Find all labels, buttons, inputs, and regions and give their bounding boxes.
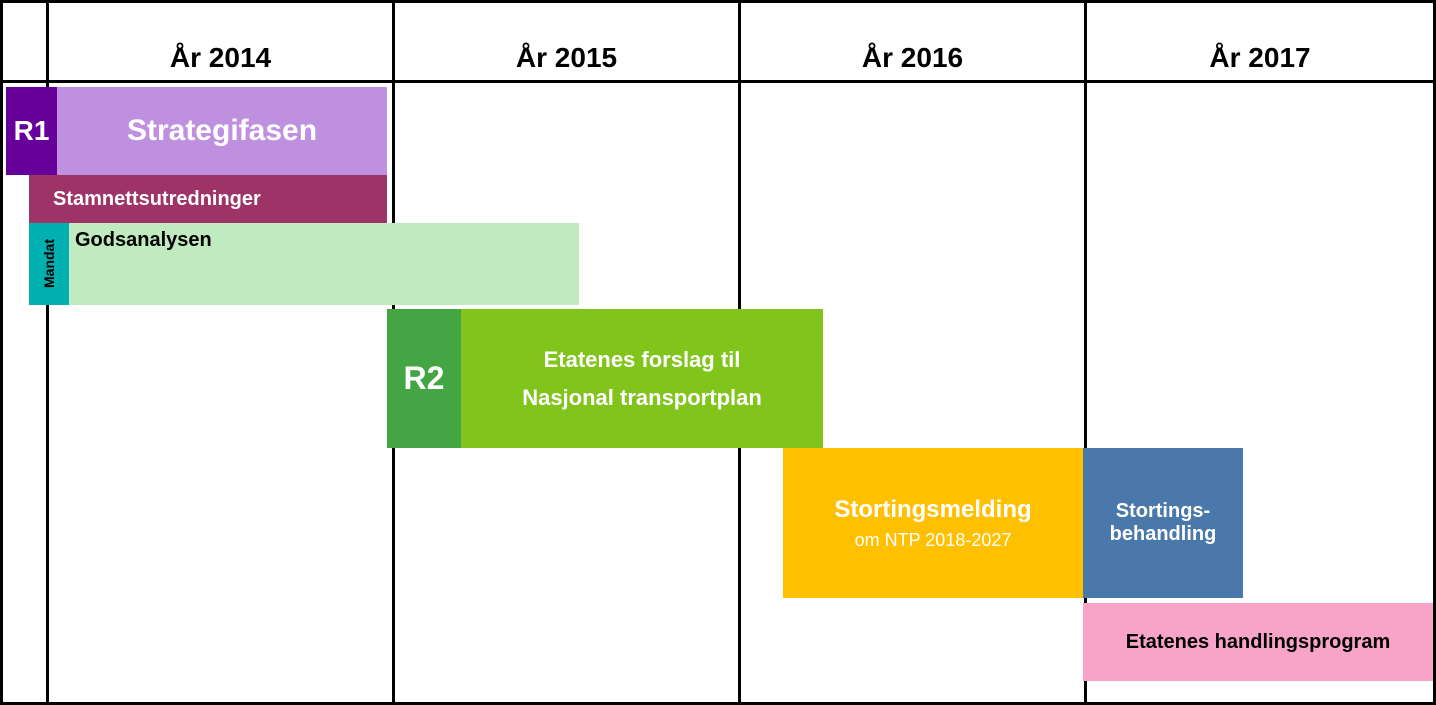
- bar-etatenes-ntp-line1: Etatenes forslag til: [522, 347, 762, 373]
- bar-stamnett-label: Stamnettsutredninger: [29, 184, 269, 215]
- bar-mandat-label: Mandat: [41, 240, 57, 289]
- bar-stortingsmelding-line2: om NTP 2018-2027: [834, 530, 1031, 551]
- year-label: År 2014: [170, 42, 271, 74]
- bar-r2: R2: [387, 309, 461, 448]
- bar-stortingsbehandling-line2: behandling: [1110, 523, 1217, 546]
- bar-r1: R1: [6, 87, 57, 175]
- year-2014: År 2014: [49, 3, 395, 80]
- bar-stortingsmelding: Stortingsmelding om NTP 2018-2027: [783, 448, 1083, 598]
- bar-handlingsprogram-label: Etatenes handlingsprogram: [1118, 627, 1399, 658]
- bar-r2-label: R2: [396, 356, 453, 401]
- chart-body: R1 Strategifasen Stamnettsutredninger Ma…: [3, 83, 1433, 702]
- year-label: År 2017: [1209, 42, 1310, 74]
- year-2015: År 2015: [395, 3, 741, 80]
- header-spacer: [3, 3, 49, 80]
- bar-stortingsmelding-line1: Stortingsmelding: [834, 496, 1031, 524]
- bar-strategifasen-label: Strategifasen: [119, 110, 325, 152]
- bar-stortingsbehandling-line1: Stortings-: [1110, 500, 1217, 523]
- header-row: År 2014 År 2015 År 2016 År 2017: [3, 3, 1433, 83]
- bar-godsanalysen: Godsanalysen: [69, 223, 579, 305]
- bar-godsanalysen-label: Godsanalysen: [69, 223, 220, 256]
- bar-stamnett: Stamnettsutredninger: [29, 175, 387, 223]
- bar-strategifasen: Strategifasen: [57, 87, 387, 175]
- timeline-chart: År 2014 År 2015 År 2016 År 2017 R1 Strat…: [0, 0, 1436, 705]
- year-label: År 2016: [862, 42, 963, 74]
- year-2017: År 2017: [1087, 3, 1433, 80]
- bar-stortingsbehandling: Stortings- behandling: [1083, 448, 1243, 598]
- bar-handlingsprogram: Etatenes handlingsprogram: [1083, 603, 1433, 681]
- year-label: År 2015: [516, 42, 617, 74]
- bar-r1-label: R1: [6, 111, 58, 151]
- bar-etatenes-ntp: Etatenes forslag til Nasjonal transportp…: [461, 309, 823, 448]
- bar-mandat: Mandat: [29, 223, 69, 305]
- year-2016: År 2016: [741, 3, 1087, 80]
- bar-etatenes-ntp-line2: Nasjonal transportplan: [522, 385, 762, 411]
